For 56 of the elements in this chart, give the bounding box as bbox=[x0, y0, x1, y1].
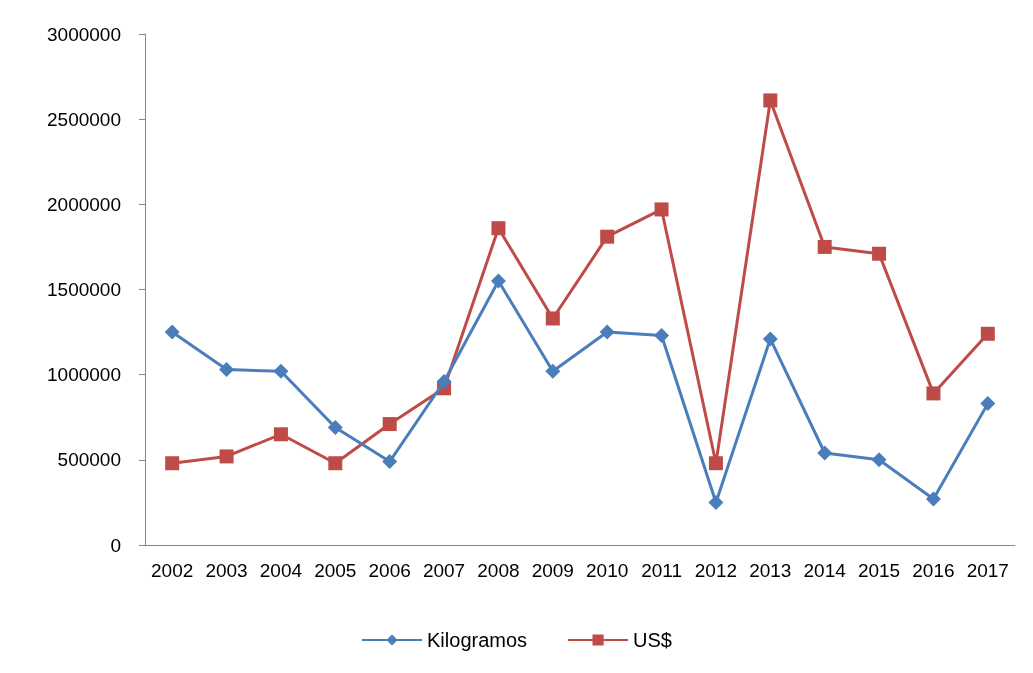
point bbox=[980, 326, 995, 341]
point bbox=[273, 363, 289, 379]
y-tick-label: 2500000 bbox=[47, 108, 121, 130]
point bbox=[871, 452, 887, 468]
point bbox=[599, 324, 615, 340]
y-tick-label: 3000000 bbox=[47, 23, 121, 45]
point bbox=[165, 456, 180, 471]
y-tick-label: 2000000 bbox=[47, 193, 121, 215]
point bbox=[164, 324, 180, 340]
point bbox=[382, 417, 397, 432]
point bbox=[273, 427, 288, 442]
x-tick-label: 2014 bbox=[803, 560, 847, 581]
point bbox=[654, 202, 669, 217]
y-tick-label: 500000 bbox=[57, 449, 121, 471]
x-tick-label: 2006 bbox=[368, 560, 411, 581]
point bbox=[708, 456, 723, 471]
point bbox=[219, 362, 235, 378]
legend-label: US$ bbox=[633, 629, 672, 651]
x-tick-label: 2013 bbox=[749, 560, 792, 581]
point bbox=[545, 311, 560, 326]
x-tick-label: 2015 bbox=[857, 560, 901, 581]
point bbox=[327, 419, 343, 435]
x-tick-label: 2009 bbox=[531, 560, 574, 581]
point bbox=[545, 363, 561, 379]
point bbox=[382, 454, 398, 470]
x-tick-label: 2007 bbox=[422, 560, 466, 581]
point bbox=[328, 456, 343, 471]
point bbox=[708, 494, 724, 510]
x-tick-label: 2011 bbox=[641, 560, 682, 581]
point bbox=[980, 396, 996, 412]
x-tick-label: 2004 bbox=[259, 560, 303, 581]
x-tick-label: 2010 bbox=[586, 560, 629, 581]
x-tick-label: 2003 bbox=[205, 560, 248, 581]
point bbox=[925, 491, 941, 507]
x-tick-label: 2002 bbox=[151, 560, 194, 581]
x-tick-label: 2017 bbox=[966, 560, 1009, 581]
x-tick-label: 2005 bbox=[314, 560, 357, 581]
point bbox=[436, 373, 452, 389]
point bbox=[872, 246, 887, 261]
point bbox=[654, 327, 670, 343]
legend-label: Kilogramos bbox=[427, 629, 528, 651]
x-tick-label: 2008 bbox=[477, 560, 520, 581]
point bbox=[490, 273, 506, 289]
point bbox=[491, 221, 506, 236]
y-tick-label: 1500000 bbox=[47, 279, 121, 300]
x-tick-label: 2012 bbox=[694, 560, 738, 581]
point bbox=[926, 386, 941, 401]
point bbox=[762, 331, 778, 347]
y-tick-label: 0 bbox=[110, 534, 121, 556]
point bbox=[817, 445, 833, 461]
x-tick-label: 2016 bbox=[912, 560, 955, 581]
point bbox=[600, 229, 615, 244]
y-tick-label: 1000000 bbox=[47, 364, 121, 386]
point bbox=[817, 239, 832, 254]
point bbox=[219, 449, 234, 464]
point bbox=[763, 93, 778, 108]
